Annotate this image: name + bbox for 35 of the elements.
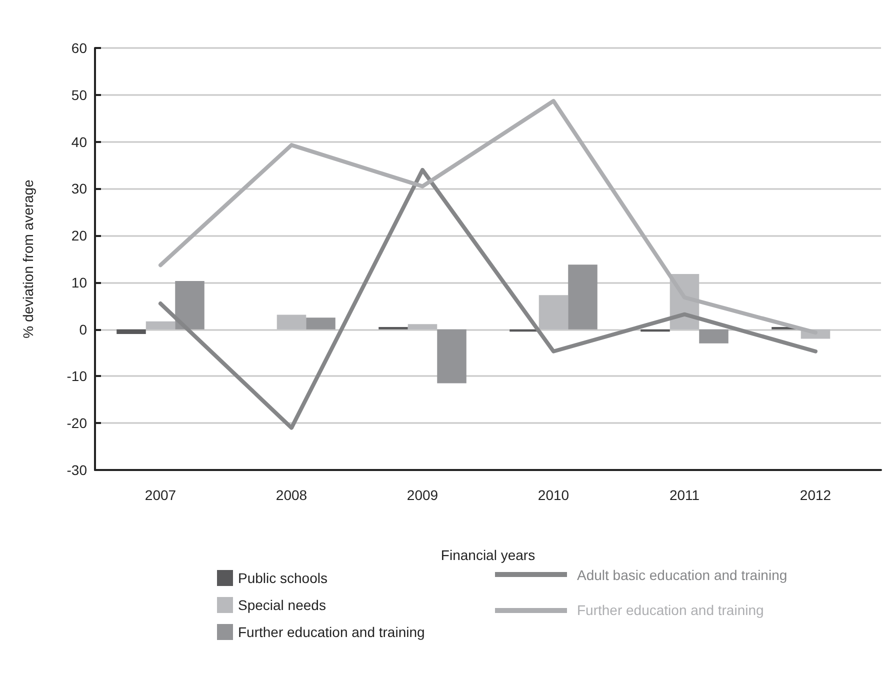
y-tick-label: -10 bbox=[66, 368, 88, 384]
legend-label: Further education and training bbox=[238, 624, 425, 640]
bar bbox=[408, 324, 438, 330]
y-tick-label: 10 bbox=[71, 274, 88, 290]
y-tick-label: 0 bbox=[79, 321, 88, 338]
text: Further education and training bbox=[577, 602, 764, 618]
bar bbox=[116, 329, 146, 334]
y-tick-label: 60 bbox=[71, 40, 88, 56]
y-tick-label: 40 bbox=[71, 134, 88, 150]
y-axis-title: % deviation from average bbox=[20, 179, 36, 338]
text: Adult basic education and training bbox=[577, 567, 788, 583]
y-tick-label: 30 bbox=[71, 180, 88, 197]
bar bbox=[175, 281, 204, 330]
bar bbox=[699, 329, 728, 344]
y-tick-label: 50 bbox=[71, 86, 88, 103]
x-tick-label: 2007 bbox=[144, 487, 176, 503]
bar bbox=[306, 318, 336, 330]
x-tick-label: 2011 bbox=[669, 487, 700, 503]
legend-label: Special needs bbox=[238, 597, 326, 613]
bar bbox=[146, 321, 176, 330]
bar bbox=[568, 264, 598, 330]
y-tick-label: -20 bbox=[66, 415, 88, 432]
y-tick-label: -30 bbox=[66, 462, 88, 478]
line-series bbox=[158, 168, 818, 430]
y-tick-label: 20 bbox=[71, 228, 88, 244]
bar bbox=[437, 329, 466, 384]
x-tick-label: 2012 bbox=[800, 487, 832, 503]
x-axis-title: Financial years bbox=[440, 547, 536, 563]
bar bbox=[378, 326, 408, 330]
bar bbox=[276, 314, 306, 330]
x-tick-label: 2008 bbox=[276, 487, 308, 503]
x-tick-label: 2010 bbox=[538, 487, 570, 503]
bar bbox=[538, 295, 568, 330]
legend-label: Public schools bbox=[238, 570, 328, 586]
x-tick-label: 2009 bbox=[406, 487, 438, 503]
